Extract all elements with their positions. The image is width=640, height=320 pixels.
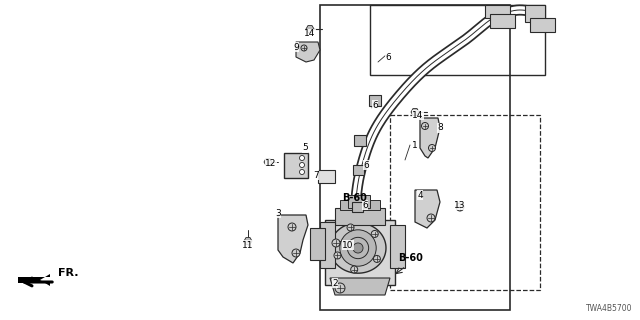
- Text: 1: 1: [412, 140, 418, 149]
- Bar: [369, 94, 381, 106]
- Text: 6: 6: [362, 201, 368, 210]
- Polygon shape: [411, 108, 419, 116]
- Polygon shape: [530, 18, 555, 32]
- Bar: [370, 5, 545, 75]
- Polygon shape: [318, 170, 335, 183]
- Polygon shape: [420, 118, 440, 158]
- Text: 14: 14: [304, 29, 316, 38]
- Circle shape: [427, 214, 435, 222]
- Circle shape: [340, 230, 376, 266]
- Circle shape: [373, 255, 380, 262]
- Polygon shape: [325, 220, 395, 285]
- Text: B-60: B-60: [342, 193, 367, 203]
- Bar: [354, 134, 366, 146]
- Text: 6: 6: [372, 100, 378, 109]
- Text: 5: 5: [302, 143, 308, 153]
- Polygon shape: [306, 26, 314, 32]
- Polygon shape: [490, 14, 515, 28]
- Text: 10: 10: [342, 241, 354, 250]
- Circle shape: [300, 170, 305, 174]
- Text: 14: 14: [412, 110, 424, 119]
- Polygon shape: [525, 5, 545, 22]
- Bar: [351, 202, 362, 212]
- Circle shape: [422, 123, 429, 130]
- Text: 3: 3: [275, 209, 281, 218]
- Text: 2: 2: [332, 278, 338, 287]
- Text: 7: 7: [313, 171, 319, 180]
- Polygon shape: [415, 190, 440, 228]
- Text: 6: 6: [385, 52, 391, 61]
- Circle shape: [300, 156, 305, 161]
- Polygon shape: [335, 208, 385, 225]
- Circle shape: [292, 249, 300, 257]
- Circle shape: [332, 239, 340, 247]
- Circle shape: [348, 237, 369, 259]
- Circle shape: [347, 224, 354, 231]
- Circle shape: [456, 203, 464, 211]
- Text: 13: 13: [454, 201, 466, 210]
- Circle shape: [429, 145, 435, 151]
- Text: 8: 8: [437, 124, 443, 132]
- Text: 6: 6: [363, 161, 369, 170]
- Bar: [390, 115, 540, 290]
- Polygon shape: [340, 200, 380, 210]
- Text: 11: 11: [243, 241, 253, 250]
- Polygon shape: [284, 153, 308, 178]
- Circle shape: [351, 266, 358, 273]
- Polygon shape: [336, 241, 360, 245]
- Polygon shape: [330, 278, 390, 295]
- Polygon shape: [390, 225, 405, 268]
- Text: 4: 4: [417, 190, 423, 199]
- Bar: [320, 5, 510, 310]
- Text: TWA4B5700: TWA4B5700: [586, 304, 632, 313]
- Circle shape: [288, 223, 296, 231]
- Polygon shape: [330, 223, 386, 273]
- Circle shape: [335, 283, 345, 293]
- Polygon shape: [348, 195, 370, 208]
- Text: B-60: B-60: [398, 253, 423, 263]
- Polygon shape: [296, 42, 320, 62]
- Polygon shape: [18, 274, 50, 286]
- Polygon shape: [264, 158, 272, 165]
- Text: FR.: FR.: [58, 268, 79, 278]
- Circle shape: [300, 163, 305, 167]
- Polygon shape: [278, 215, 308, 263]
- Text: 12: 12: [266, 158, 276, 167]
- Polygon shape: [485, 5, 510, 18]
- Circle shape: [371, 230, 378, 237]
- Circle shape: [334, 252, 341, 259]
- Polygon shape: [244, 237, 252, 244]
- Circle shape: [301, 45, 307, 51]
- Bar: [353, 165, 364, 175]
- Circle shape: [353, 243, 363, 253]
- Polygon shape: [310, 228, 325, 260]
- Polygon shape: [320, 222, 335, 268]
- Text: 9: 9: [293, 43, 299, 52]
